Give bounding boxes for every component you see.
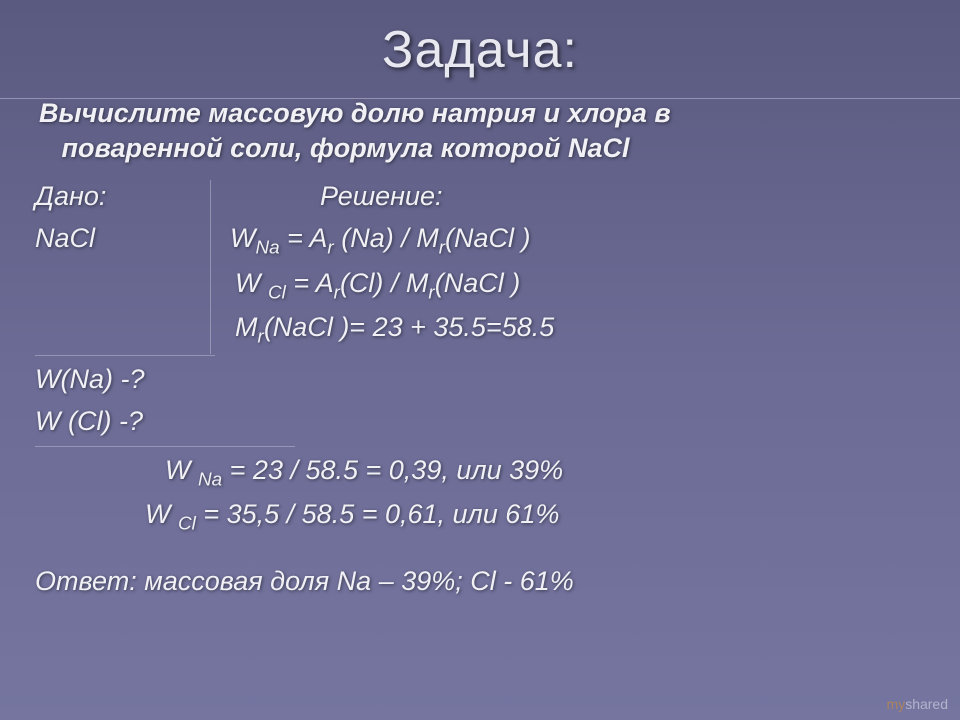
calc1-sub: Na — [198, 469, 222, 490]
vertical-divider — [210, 180, 211, 354]
eq1: WNa = Ar (Na) / Mr(NaCl ) — [220, 218, 531, 263]
header-row: Дано: Решение: — [35, 176, 925, 218]
calc1-w: W — [165, 455, 198, 485]
horizontal-rule — [0, 98, 960, 99]
eq2: W Cl = Ar(Cl) / Mr(NaCl ) — [35, 263, 925, 308]
given-formula: NaCl — [35, 218, 220, 263]
eq2-sub: Cl — [268, 282, 286, 303]
given-divider — [35, 355, 215, 356]
slide-title: Задача: — [35, 20, 925, 80]
slide: Задача: Вычислите массовую долю натрия и… — [0, 0, 960, 720]
eq3-rhs: (NaCl )= 23 + 35.5=58.5 — [264, 312, 554, 342]
problem-line-2: поваренной соли, формула которой NaCl — [62, 133, 630, 163]
problem-line-1: Вычислите массовую долю натрия и хлора в — [39, 98, 671, 128]
calc2-sub: Cl — [178, 514, 196, 535]
eq3-m: M — [235, 312, 258, 342]
content-block: Дано: Решение: NaCl WNa = Ar (Na) / Mr(N… — [35, 176, 925, 603]
given-solution-block: Дано: Решение: NaCl WNa = Ar (Na) / Mr(N… — [35, 176, 925, 356]
calc1-rhs: = 23 / 58.5 = 0,39, или 39% — [222, 455, 563, 485]
eq2-end: (NaCl ) — [435, 268, 521, 298]
eq2-mid: (Cl) / M — [340, 268, 428, 298]
eq2-w: W — [235, 268, 268, 298]
eq1-eq: = A — [280, 223, 328, 253]
solution-label: Решение: — [220, 176, 443, 218]
watermark: myshared — [887, 696, 948, 712]
watermark-my: my — [887, 696, 906, 712]
given-label: Дано: — [35, 176, 220, 218]
eq1-mid: (Na) / M — [334, 223, 439, 253]
problem-statement: Вычислите массовую долю натрия и хлора в… — [35, 96, 925, 166]
find-1: W(Na) -? — [35, 359, 925, 401]
eq2-eq: = A — [286, 268, 334, 298]
eq1-sub: Na — [255, 237, 279, 258]
eq1-end: (NaCl ) — [445, 223, 531, 253]
calc2-rhs: = 35,5 / 58.5 = 0,61, или 61% — [196, 499, 560, 529]
eq1-w: W — [230, 223, 255, 253]
find-divider — [35, 446, 295, 447]
eq1-row: NaCl WNa = Ar (Na) / Mr(NaCl ) — [35, 218, 925, 263]
calc2-w: W — [145, 499, 178, 529]
watermark-shared: shared — [905, 696, 948, 712]
calc-2: W Cl = 35,5 / 58.5 = 0,61, или 61% — [35, 494, 925, 539]
calc-1: W Na = 23 / 58.5 = 0,39, или 39% — [35, 450, 925, 495]
eq3: Mr(NaCl )= 23 + 35.5=58.5 — [35, 307, 925, 352]
find-2: W (Cl) -? — [35, 401, 925, 443]
answer-line: Ответ: массовая доля Na – 39%; Cl - 61% — [35, 561, 925, 603]
